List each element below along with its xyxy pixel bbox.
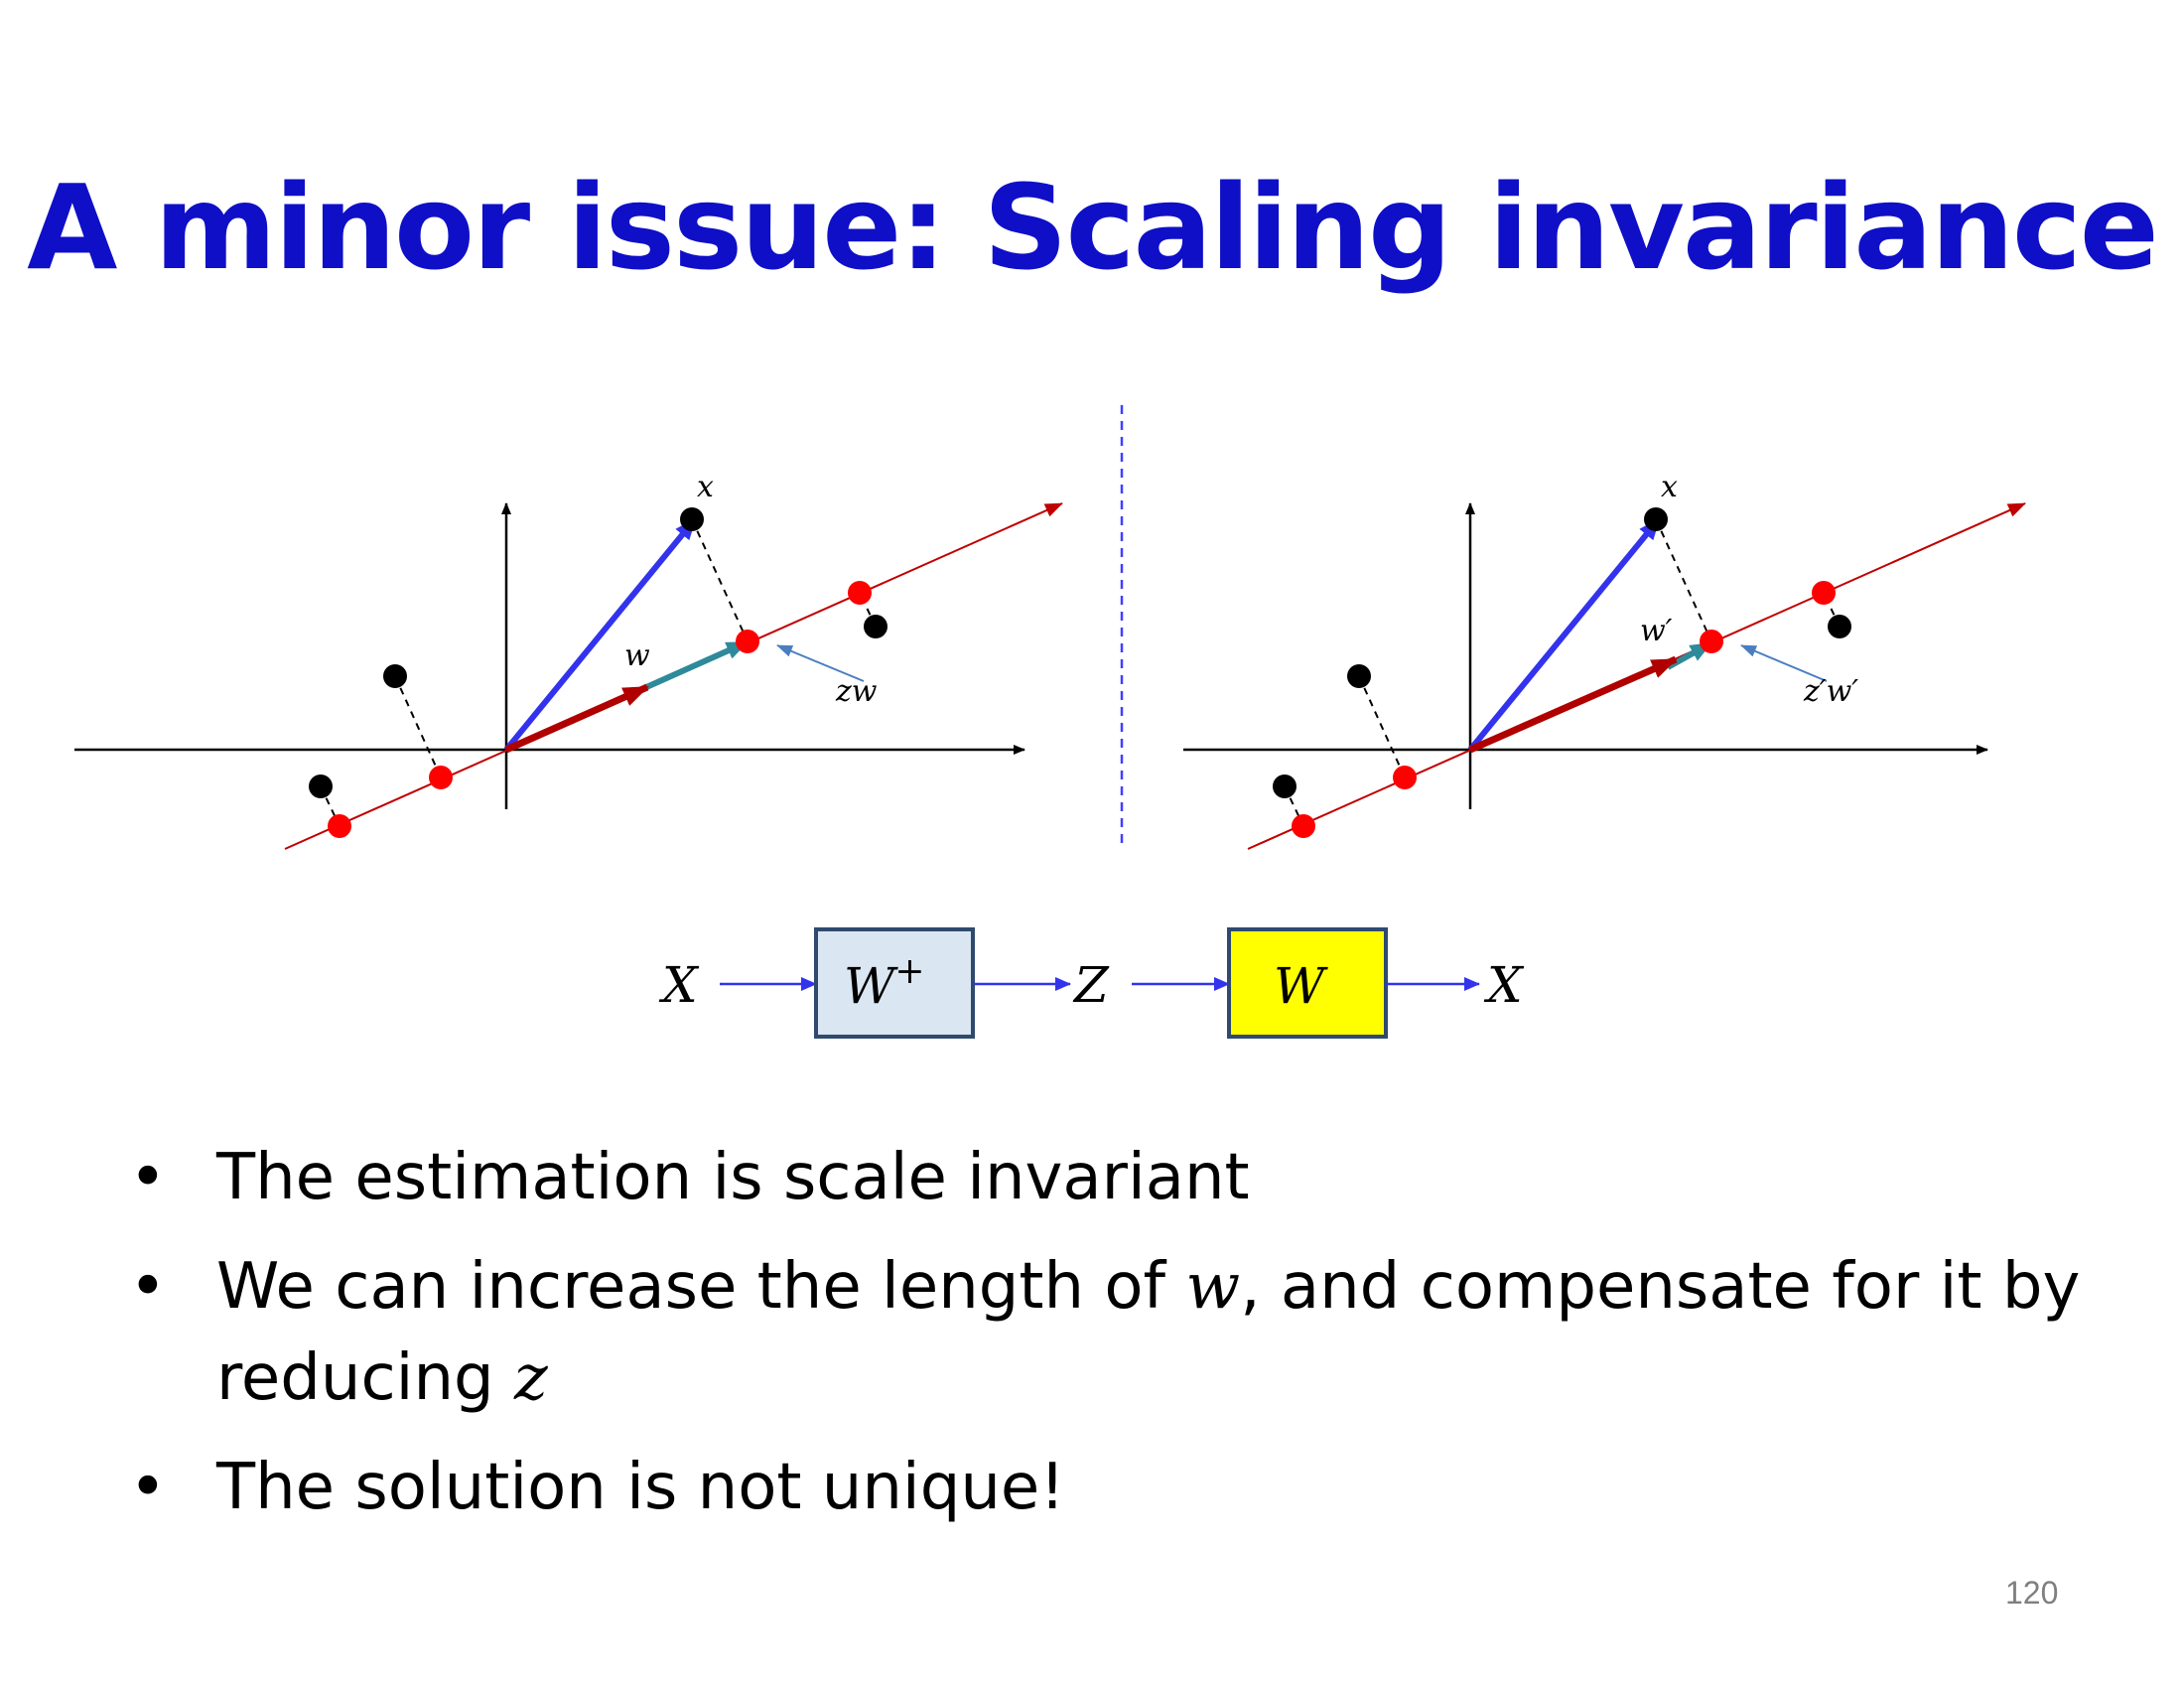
page-number: 120 <box>2005 1575 2059 1611</box>
left-zw-label: zw <box>835 674 878 709</box>
bullet-text: , and compensate for it by reducing <box>216 1250 2081 1415</box>
encoder-label-sup: + <box>894 951 924 992</box>
left-w-label: w <box>624 638 650 673</box>
right-x-vector <box>1467 517 1662 752</box>
right-projection-point <box>1292 814 1315 838</box>
pipeline-output-label: X <box>1483 956 1525 1014</box>
left-projection-point <box>736 630 759 653</box>
right-w-label: w′ <box>1640 614 1673 648</box>
right-projection-point <box>1393 766 1417 789</box>
left-x-label: x <box>697 470 714 504</box>
right-projection-line <box>1358 675 1406 778</box>
left-w-vector <box>504 683 649 754</box>
right-projection-point <box>1700 630 1723 653</box>
right-projection-point <box>1812 581 1836 605</box>
slide-title: A minor issue: Scaling invariance <box>27 159 2159 296</box>
right-x-label: x <box>1661 470 1678 504</box>
bullet-item: • The estimation is scale invariant <box>129 1132 2115 1223</box>
left-zw-pointer <box>776 644 865 682</box>
bullet-item: • The solution is not unique! <box>129 1442 2115 1533</box>
bullet-text: We can increase the length of <box>216 1250 1186 1324</box>
left-projection-line <box>394 675 442 778</box>
pipeline-input-label: X <box>658 956 700 1014</box>
right-data-point <box>1644 507 1668 531</box>
left-data-point <box>680 507 704 531</box>
right-data-point <box>1347 664 1371 688</box>
pipeline-code-label: Z <box>1072 956 1110 1014</box>
bullet-dot: • <box>129 1451 167 1524</box>
right-data-point <box>1273 774 1297 798</box>
left-projection-point <box>429 766 453 789</box>
left-x-vector <box>503 517 698 752</box>
left-data-point <box>383 664 407 688</box>
encoder-label: W+ <box>844 951 925 1015</box>
right-zw-pointer <box>1740 644 1828 682</box>
decoder-label: W <box>1274 957 1328 1015</box>
left-projection-point <box>848 581 872 605</box>
left-projection-line <box>691 518 749 642</box>
pipeline: X W+ Z W X <box>658 927 1525 1039</box>
right-zw-label: z′w′ <box>1803 674 1858 709</box>
left-data-point <box>309 774 333 798</box>
bullet-text: The solution is not unique! <box>216 1451 1065 1524</box>
bullet-list: • The estimation is scale invariant • We… <box>129 1132 2115 1551</box>
bullet-item: • We can increase the length of w, and c… <box>129 1241 2115 1424</box>
left-plot: x w zw <box>74 470 1063 850</box>
right-projection-line <box>1655 518 1712 642</box>
bullet-math-z: z <box>513 1341 548 1415</box>
bullet-dot: • <box>129 1250 167 1324</box>
bullet-text: The estimation is scale invariant <box>216 1141 1250 1214</box>
encoder-box <box>814 927 975 1039</box>
right-data-point <box>1828 615 1851 638</box>
decoder-box <box>1227 927 1388 1039</box>
encoder-label-main: W <box>844 957 898 1015</box>
bullet-dot: • <box>129 1141 167 1214</box>
left-zw-vector <box>633 639 749 695</box>
left-projection-point <box>328 814 351 838</box>
right-w-vector <box>1468 655 1678 754</box>
right-plot: x w′ z′w′ <box>1183 470 2026 850</box>
left-data-point <box>864 615 887 638</box>
bullet-math-w: w <box>1185 1250 1241 1324</box>
